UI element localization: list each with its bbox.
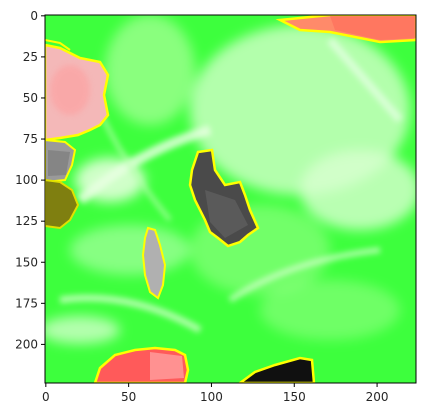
gray-sliver <box>141 226 167 300</box>
y-axis: 0 25 50 75 100 125 150 175 200 <box>15 9 45 351</box>
x-tick-label: 50 <box>121 390 136 404</box>
x-tick-label: 0 <box>42 390 50 404</box>
y-tick-label: 125 <box>15 214 38 228</box>
x-tick-label: 150 <box>283 390 306 404</box>
x-tick-label: 200 <box>366 390 389 404</box>
y-tick-label: 200 <box>15 337 38 351</box>
y-tick-label: 100 <box>15 173 38 187</box>
axes-frame <box>44 14 417 384</box>
image-area <box>45 15 416 383</box>
y-tick-label: 50 <box>23 91 38 105</box>
y-tick-label: 150 <box>15 255 38 269</box>
black-patch-bottom <box>237 356 316 383</box>
x-tick-label: 100 <box>200 390 223 404</box>
y-tick-label: 25 <box>23 50 38 64</box>
x-axis: 0 50 100 150 200 <box>42 383 389 404</box>
y-tick-label: 0 <box>30 9 38 23</box>
y-tick-label: 75 <box>23 132 38 146</box>
olive-patch-left <box>45 178 80 230</box>
y-tick-label: 175 <box>15 296 38 310</box>
